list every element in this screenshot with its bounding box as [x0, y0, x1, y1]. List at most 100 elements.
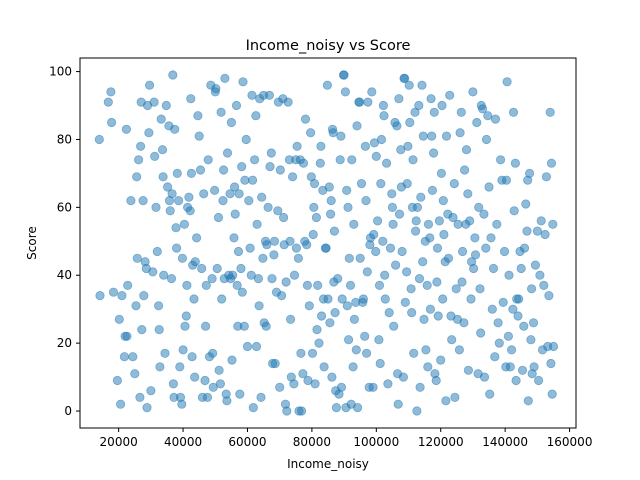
data-point [356, 179, 367, 189]
data-point [238, 77, 248, 87]
data-point [343, 335, 354, 345]
data-point [203, 155, 213, 165]
data-point [330, 307, 340, 318]
data-point [468, 263, 479, 274]
data-point [535, 270, 545, 280]
data-point [348, 362, 358, 372]
data-point [158, 172, 168, 182]
data-point [468, 87, 478, 97]
data-point [417, 80, 427, 90]
y-tick-label: 40 [57, 268, 72, 282]
data-point [412, 406, 422, 416]
data-point [466, 294, 476, 304]
data-point [490, 352, 500, 362]
data-point [126, 196, 136, 206]
y-tick-label: 100 [49, 65, 72, 79]
data-point [228, 270, 238, 280]
data-point [508, 107, 519, 117]
data-point [374, 280, 385, 290]
data-point [219, 165, 229, 175]
data-point [276, 290, 287, 301]
data-point [423, 219, 434, 229]
data-point [189, 294, 199, 304]
data-point [273, 206, 283, 216]
data-point [390, 260, 401, 270]
data-point [511, 375, 521, 386]
data-point [505, 362, 515, 372]
data-point [459, 165, 470, 175]
data-point [94, 134, 104, 145]
data-point [459, 318, 469, 328]
data-point [263, 202, 273, 212]
data-point [523, 396, 533, 406]
data-point [267, 273, 277, 284]
data-point [195, 165, 206, 175]
data-point [217, 294, 227, 304]
data-point [333, 273, 343, 284]
data-point [220, 73, 230, 84]
data-point [283, 97, 293, 107]
data-point [389, 321, 399, 331]
data-point [181, 311, 191, 321]
data-point [490, 114, 501, 124]
data-point [248, 175, 258, 185]
data-point [495, 155, 506, 165]
x-tick-label: 140000 [482, 435, 528, 449]
data-point [179, 219, 189, 229]
data-point [289, 270, 300, 280]
data-point [378, 100, 388, 111]
data-point [548, 219, 558, 229]
data-point [131, 301, 141, 311]
data-point [349, 219, 359, 229]
data-point [513, 311, 523, 321]
data-point [298, 158, 309, 168]
data-point [142, 402, 152, 413]
data-point [304, 301, 314, 311]
data-point [182, 280, 192, 290]
data-point [326, 196, 336, 206]
data-point [291, 243, 301, 253]
data-point [548, 341, 559, 352]
x-tick-label: 120000 [418, 435, 464, 449]
data-point [367, 87, 377, 97]
data-point [536, 216, 546, 226]
plot-area [80, 58, 576, 428]
data-point [241, 134, 251, 145]
data-point [411, 216, 421, 226]
data-point [374, 335, 384, 345]
data-point [541, 172, 552, 182]
data-point [398, 372, 408, 382]
data-point [372, 216, 383, 226]
data-point [285, 314, 296, 324]
data-point [501, 175, 511, 185]
data-point [123, 280, 133, 290]
data-point [154, 324, 164, 335]
data-point [231, 100, 242, 111]
data-point [202, 392, 213, 402]
data-point [269, 236, 280, 246]
data-point [436, 355, 446, 365]
data-point [163, 182, 173, 192]
data-point [436, 168, 446, 178]
data-point [407, 307, 417, 318]
data-point [174, 196, 184, 206]
data-point [426, 94, 436, 104]
data-point [275, 382, 285, 392]
data-point [378, 236, 388, 246]
data-point [270, 358, 280, 369]
data-point [508, 304, 518, 314]
data-point [322, 80, 332, 90]
data-point [186, 94, 196, 104]
data-point [237, 162, 247, 172]
data-point [470, 250, 481, 260]
data-point [252, 219, 262, 229]
data-point [285, 236, 295, 246]
data-point [278, 212, 289, 223]
data-point [419, 314, 429, 324]
data-point [315, 158, 325, 168]
data-point [528, 318, 539, 328]
data-point [445, 90, 455, 100]
data-point [172, 168, 182, 178]
data-point [438, 294, 448, 304]
data-point [208, 348, 218, 358]
